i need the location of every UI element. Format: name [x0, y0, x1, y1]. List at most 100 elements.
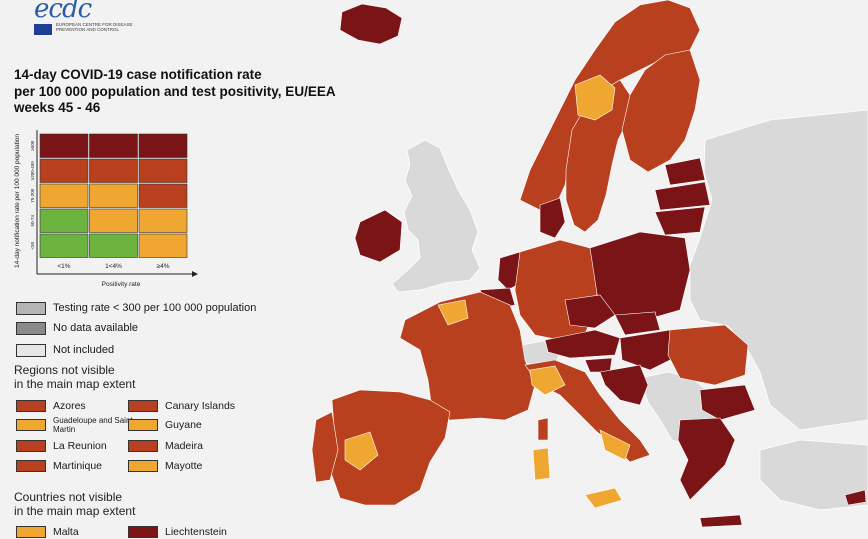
matrix-col-label: ≥4%	[157, 263, 170, 270]
matrix-cell-r3-c2	[138, 208, 188, 233]
legend-no-data: No data available	[16, 320, 138, 336]
country-lithuania	[654, 206, 706, 236]
country-latvia	[654, 181, 711, 211]
matrix-cell-r1-c2	[138, 158, 188, 183]
sweden-region	[574, 74, 616, 121]
country-swatch-liechtenstein	[128, 526, 158, 538]
matrix-cell-r2-c1	[89, 183, 138, 208]
country-liechtenstein: Liechtenstein	[128, 525, 227, 539]
region-martinique: Martinique	[16, 459, 102, 473]
eu-flag-icon	[34, 24, 52, 35]
region-swatch-guyane	[128, 419, 158, 431]
matrix-x-arrow	[192, 271, 198, 277]
region-canary-islands: Canary Islands	[128, 399, 235, 413]
title-line-3: weeks 45 - 46	[14, 100, 101, 115]
legend-label-testing-rate: Testing rate < 300 per 100 000 populatio…	[53, 302, 257, 314]
country-sicily	[584, 487, 623, 509]
region-label-guadeloupe: Guadeloupe and Saint Martin	[53, 416, 133, 434]
region-swatch-madeira	[128, 440, 158, 452]
region-la-reunion: La Reunion	[16, 439, 107, 453]
region-label-martinique: Martinique	[53, 460, 103, 472]
country-czechia	[564, 294, 616, 329]
matrix-cell-r1-c1	[89, 158, 138, 183]
country-label-liechtenstein: Liechtenstein	[165, 526, 227, 538]
matrix-cell-r3-c0	[39, 208, 89, 233]
region-guadeloupe: Guadeloupe and Saint Martin	[16, 416, 133, 434]
country-france	[399, 291, 536, 421]
country-finland	[621, 49, 701, 173]
country-ireland	[354, 209, 403, 263]
matrix-cell-r4-c1	[89, 233, 138, 258]
matrix-row-label: 50-74	[30, 215, 35, 227]
legend-swatch-not-included	[16, 343, 46, 357]
map-title: 14-day COVID-19 case notification rate p…	[14, 67, 344, 117]
matrix-x-label: Positivity rate	[102, 281, 141, 288]
country-austria	[544, 329, 621, 359]
matrix-col-label: 1<4%	[105, 263, 122, 270]
legend-swatch-testing-rate	[16, 301, 46, 315]
country-label-malta: Malta	[53, 526, 79, 538]
region-label-guyane: Guyane	[165, 419, 202, 431]
great-britain	[391, 139, 481, 293]
matrix-cell-r1-c0	[39, 158, 89, 183]
regions-title: Regions not visible in the main map exte…	[14, 363, 136, 391]
turkey	[759, 439, 868, 511]
region-swatch-martinique	[16, 460, 46, 472]
country-greece	[677, 417, 736, 501]
matrix-cell-r2-c0	[39, 183, 89, 208]
country-swatch-malta	[16, 526, 46, 538]
matrix-cell-r0-c2	[138, 133, 188, 158]
matrix-row-label: <50	[30, 241, 35, 249]
title-line-1: 14-day COVID-19 case notification rate	[14, 67, 262, 82]
matrix-cell-r3-c1	[89, 208, 138, 233]
region-guyane: Guyane	[128, 418, 202, 432]
country-denmark	[539, 197, 566, 239]
italy-region-south	[599, 429, 631, 461]
region-swatch-azores	[16, 400, 46, 412]
matrix-row-label: ≥200-499	[30, 161, 35, 180]
region-azores: Azores	[16, 399, 86, 413]
country-malta: Malta	[16, 525, 79, 539]
matrix-cells	[39, 133, 188, 258]
country-bulgaria	[699, 384, 756, 421]
region-swatch-canary-islands	[128, 400, 158, 412]
country-hungary	[619, 329, 681, 371]
matrix-col-labels: <1% 1<4% ≥4%	[57, 263, 169, 270]
country-slovakia	[614, 311, 661, 336]
country-romania	[667, 324, 749, 386]
country-slovenia	[584, 357, 613, 373]
legend-testing-rate: Testing rate < 300 per 100 000 populatio…	[16, 300, 256, 316]
eu-eea-countries	[311, 0, 867, 528]
non-included-land	[391, 109, 868, 511]
title-line-2: per 100 000 population and test positivi…	[14, 83, 336, 99]
region-madeira: Madeira	[128, 439, 203, 453]
matrix-cell-r4-c0	[39, 233, 89, 258]
region-label-canary-islands: Canary Islands	[165, 400, 236, 412]
country-iceland	[339, 3, 403, 45]
italy-region-north	[529, 365, 566, 396]
legend-not-included: Not included	[16, 342, 114, 358]
matrix-row-label: ≥500	[30, 140, 35, 150]
country-corsica	[537, 417, 549, 441]
region-label-mayotte: Mayotte	[165, 460, 203, 472]
country-crete	[699, 514, 743, 528]
country-croatia	[599, 364, 649, 406]
ecdc-logo: ecdc EUROPEAN CENTRE FOR DISEASE PREVENT…	[28, 0, 133, 38]
region-swatch-guadeloupe	[16, 419, 46, 431]
legend-matrix: ≥500 ≥200-499 75-200 50-74 <50 <1% 1<4% ≥4% 14…	[14, 130, 198, 288]
country-sardinia	[532, 447, 551, 481]
region-label-la-reunion: La Reunion	[53, 440, 107, 452]
country-portugal	[311, 411, 339, 483]
region-swatch-la-reunion	[16, 440, 46, 452]
spain-region	[344, 431, 379, 471]
matrix-cell-r0-c0	[39, 133, 89, 158]
matrix-cell-r0-c1	[89, 133, 138, 158]
matrix-cell-r4-c2	[138, 233, 188, 258]
matrix-cell-r2-c2	[138, 183, 188, 208]
matrix-row-label: 75-200	[30, 188, 35, 203]
countries-title: Countries not visible in the main map ex…	[14, 490, 136, 518]
region-mayotte: Mayotte	[128, 459, 202, 473]
legend-label-not-included: Not included	[53, 344, 115, 356]
logo-subtitle: EUROPEAN CENTRE FOR DISEASE PREVENTION A…	[56, 22, 133, 32]
